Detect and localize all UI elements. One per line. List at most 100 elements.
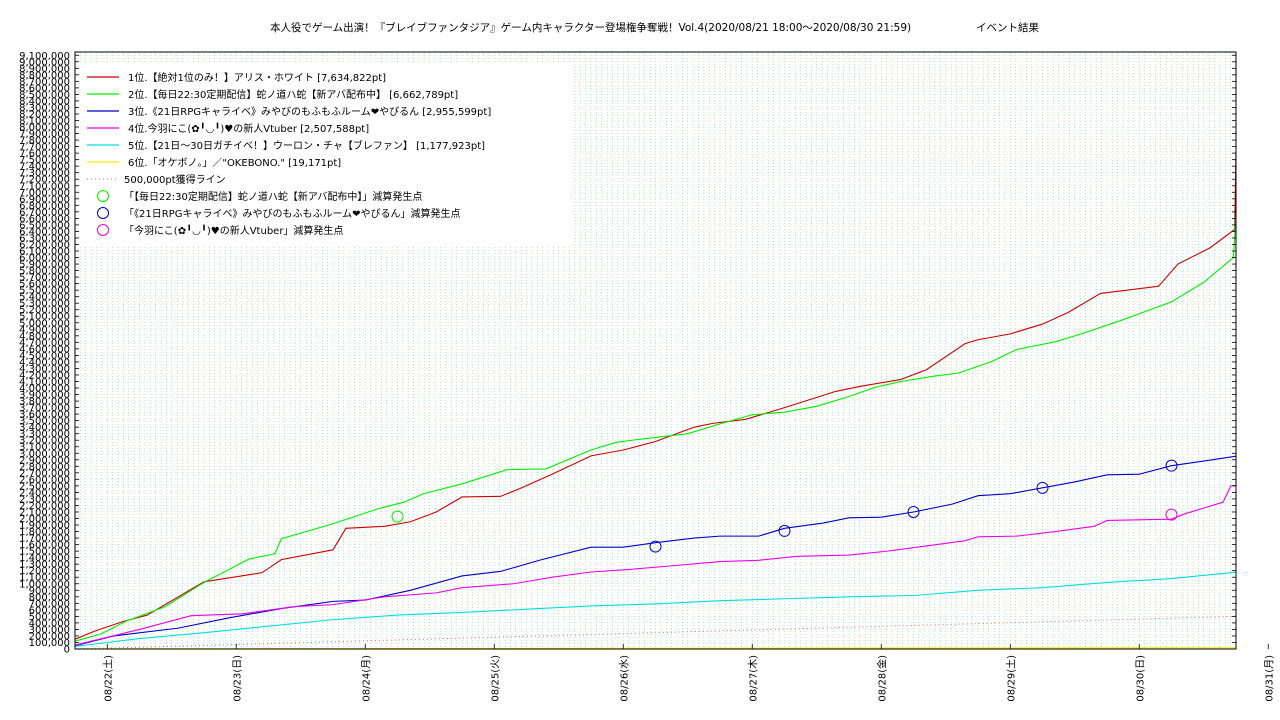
y-tick-label: 8,600,000 [19, 83, 70, 94]
series-line-5 [74, 571, 1237, 647]
y-tick-label: 2,800,000 [19, 462, 70, 473]
y-tick-label: 1,700,000 [19, 534, 70, 545]
y-tick-label: 6,700,000 [19, 207, 70, 218]
y-tick-label: 6,500,000 [19, 220, 70, 231]
series-line-2 [74, 214, 1237, 642]
y-tick-label: 8,300,000 [19, 103, 70, 114]
chart-title: 本人役でゲーム出演！『ブレイブファンタジア』ゲーム内キャラクター登場権争奪戦！V… [270, 21, 911, 34]
y-tick-label: 6,600,000 [19, 214, 70, 225]
y-tick-label: 5,100,000 [19, 312, 70, 323]
y-tick-label: 7,000,000 [19, 188, 70, 199]
legend-label-4: 4位.今羽にこ(✿╹◡╹)♥の新人Vtuber [2,507,588pt] [128, 122, 369, 135]
x-tick-label: 08/28(金) [875, 655, 888, 702]
series-line-3 [74, 455, 1237, 647]
plot-frame [74, 51, 1237, 650]
series-layer [74, 150, 1237, 650]
y-tick-label: 6,200,000 [19, 240, 70, 251]
y-tick-label: 2,500,000 [19, 481, 70, 492]
marker-2 [907, 505, 920, 518]
y-tick-label: 4,500,000 [19, 351, 70, 362]
legend-label-2: 2位.【毎日22:30定期配信】蛇ノ道ハ蛇【新アバ配布中】 [6,662,789… [128, 88, 458, 101]
y-tick-label: 8,100,000 [19, 116, 70, 127]
legend-marker-2 [97, 207, 109, 219]
y-tick-label: 1,300,000 [19, 560, 70, 571]
legend-marker-1 [97, 190, 109, 202]
y-tick-label: 1,600,000 [19, 540, 70, 551]
y-tick-label: 2,700,000 [19, 468, 70, 479]
y-tick-label: 100,000 [29, 638, 70, 649]
y-tick-label: 2,100,000 [19, 507, 70, 518]
x-tick-label: 08/23(日) [232, 655, 243, 702]
y-tick-label: 9,100,000 [19, 51, 70, 62]
y-tick-label: 600,000 [29, 605, 70, 616]
y-tick-label: 2,300,000 [19, 494, 70, 505]
legend-label-1: 1位.【絶対1位のみ！】アリス・ホワイト [7,634,822pt] [128, 71, 386, 84]
marker-layer [391, 459, 1178, 553]
y-tick-label: 2,600,000 [19, 475, 70, 486]
y-tick-label: 200,000 [29, 631, 70, 642]
y-tick-label: 8,900,000 [19, 64, 70, 75]
x-tick-label: 08/27(木) [747, 655, 759, 702]
y-tick-label: 8,800,000 [19, 70, 70, 81]
marker-3 [1165, 508, 1178, 521]
y-tick-label: 6,000,000 [19, 253, 70, 264]
y-tick-label: 2,000,000 [19, 514, 70, 525]
y-tick-label: 8,500,000 [19, 90, 70, 101]
y-tick-label: 7,500,000 [19, 155, 70, 166]
y-tick-label: 5,900,000 [19, 260, 70, 271]
y-tick-label: 700,000 [29, 599, 70, 610]
y-tick-label: 5,000,000 [19, 318, 70, 329]
marker-2 [1165, 459, 1178, 472]
y-tick-label: 7,400,000 [19, 162, 70, 173]
y-tick-label: 3,600,000 [19, 410, 70, 421]
y-tick-label: 7,200,000 [19, 175, 70, 186]
y-tick-label: 5,800,000 [19, 266, 70, 277]
y-tick-label: 400,000 [29, 618, 70, 629]
y-tick-label: 4,600,000 [19, 344, 70, 355]
y-tick-label: 5,200,000 [19, 305, 70, 316]
series-line-1 [74, 150, 1237, 640]
legend-marker-label-3: 「今羽にこ(✿╹◡╹)♥の新人Vtuber」減算発生点 [124, 224, 343, 237]
y-tick-label: 5,600,000 [19, 279, 70, 290]
y-tick-label: 8,700,000 [19, 77, 70, 88]
y-tick-label: 3,400,000 [19, 423, 70, 434]
x-tick-label: 08/31(月) [1263, 655, 1275, 702]
series-line-4 [74, 484, 1237, 646]
marker-2 [649, 540, 662, 553]
legend-marker-label-2: 「《21日RPGキャライベ》みやびのもふもふルーム❤やぴるん」減算発生点 [124, 207, 461, 220]
y-tick-label: 7,800,000 [19, 136, 70, 147]
y-tick-label: 4,100,000 [19, 377, 70, 388]
y-tick-label: 6,100,000 [19, 247, 70, 258]
y-tick-label: 4,200,000 [19, 370, 70, 381]
legend-marker-3 [97, 224, 109, 236]
legend-label-5: 5位.【21日〜30日ガチイベ！】ウーロン・チャ【ブレファン】 [1,177,9… [128, 139, 485, 152]
legend-background [80, 64, 570, 246]
x-tick-label: 08/25(火) [489, 655, 501, 702]
y-tick-label: 5,300,000 [19, 299, 70, 310]
y-tick-label: 2,200,000 [19, 501, 70, 512]
y-tick-label: 900,000 [29, 586, 70, 597]
y-tick-label: 5,700,000 [19, 273, 70, 284]
y-tick-label: 3,000,000 [19, 449, 70, 460]
y-tick-label: 8,400,000 [19, 96, 70, 107]
x-tick-label: 08/24(月) [360, 655, 372, 702]
series-line-reference [74, 615, 1237, 650]
marker-1 [391, 510, 404, 523]
y-tick-label: 8,000,000 [19, 123, 70, 134]
axes [74, 51, 1237, 650]
y-tick-label: 800,000 [29, 592, 70, 603]
y-tick-label: 2,400,000 [19, 488, 70, 499]
y-tick-label: 3,700,000 [19, 403, 70, 414]
legend-label-6: 6位.「オケボノ。」／"OKEBONO." [19,171pt] [128, 156, 341, 169]
x-tick-label: 08/30(日) [1135, 655, 1146, 702]
legend-label-3: 3位.《21日RPGキャライベ》みやびのもふもふルーム❤やぴるん [2,955,… [128, 105, 491, 118]
x-tick-label: 08/26(水) [618, 655, 630, 702]
y-tick-label: 1,200,000 [19, 566, 70, 577]
y-tick-label: 500,000 [29, 612, 70, 623]
y-tick-label: 4,400,000 [19, 357, 70, 368]
y-tick-label: 1,000,000 [19, 579, 70, 590]
y-tick-label: 1,500,000 [19, 547, 70, 558]
y-tick-label: 7,100,000 [19, 181, 70, 192]
y-tick-label: 2,900,000 [19, 455, 70, 466]
